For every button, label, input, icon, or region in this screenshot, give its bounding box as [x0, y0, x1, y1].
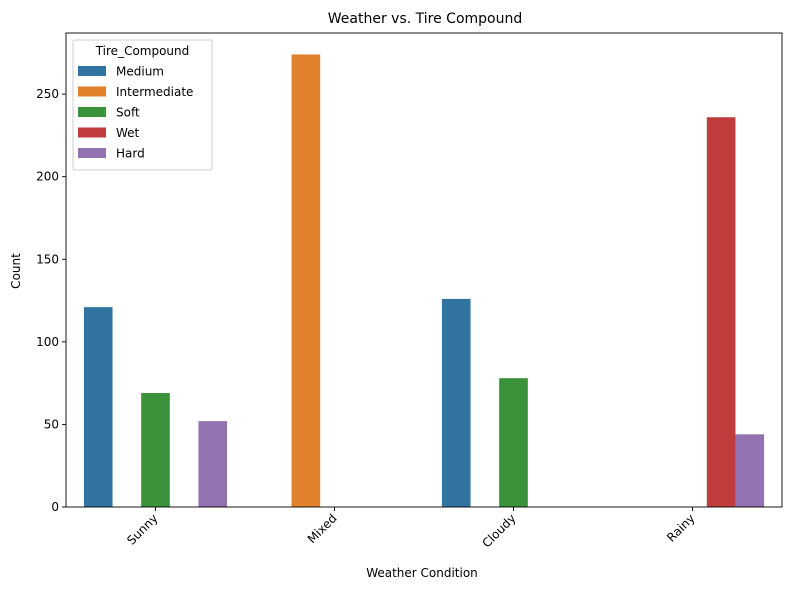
- legend: Tire_Compound Medium Intermediate Soft Wet Ha…: [72, 39, 213, 171]
- bars-layer: [83, 54, 765, 507]
- x-tick-label-mixed: Mixed: [305, 511, 340, 546]
- bar-cloudy-soft: [499, 378, 528, 507]
- legend-swatch-soft: [78, 107, 106, 117]
- legend-swatch-intermediate: [78, 86, 106, 97]
- y-axis-label: Count: [9, 253, 23, 289]
- plot-frame: [65, 32, 783, 508]
- bar-rainy-hard: [735, 434, 765, 507]
- legend-label-hard: Hard: [116, 147, 145, 161]
- bar-sunny-soft: [141, 393, 170, 507]
- bar-rainy-wet: [706, 117, 736, 507]
- x-tick-label-sunny: Sunny: [124, 511, 160, 547]
- legend-swatch-wet: [78, 127, 106, 138]
- legend-title: Tire_Compound: [95, 44, 190, 58]
- y-tick-label: 0: [51, 500, 59, 514]
- bar-sunny-hard: [198, 421, 228, 507]
- legend-label-soft: Soft: [116, 106, 140, 120]
- legend-swatch-medium: [78, 66, 106, 76]
- y-tick-label: 100: [36, 335, 59, 349]
- bar-sunny-medium: [83, 307, 113, 507]
- x-tick-label-rainy: Rainy: [664, 511, 698, 545]
- legend-label-medium: Medium: [116, 65, 164, 79]
- chart-title: Weather vs. Tire Compound: [328, 11, 522, 27]
- x-axis-label: Weather Condition: [366, 566, 478, 580]
- y-tick-label: 50: [44, 417, 59, 431]
- y-tick-label: 250: [36, 87, 59, 101]
- legend-label-wet: Wet: [116, 126, 140, 140]
- y-tick-label: 200: [36, 170, 59, 184]
- bar-mixed-intermediate: [291, 54, 321, 507]
- y-tick-label: 150: [36, 252, 59, 266]
- legend-label-intermediate: Intermediate: [116, 85, 193, 99]
- legend-box: [72, 39, 213, 171]
- legend-swatch-hard: [78, 148, 106, 158]
- x-tick-label-cloudy: Cloudy: [479, 511, 518, 550]
- bar-cloudy-medium: [441, 298, 471, 507]
